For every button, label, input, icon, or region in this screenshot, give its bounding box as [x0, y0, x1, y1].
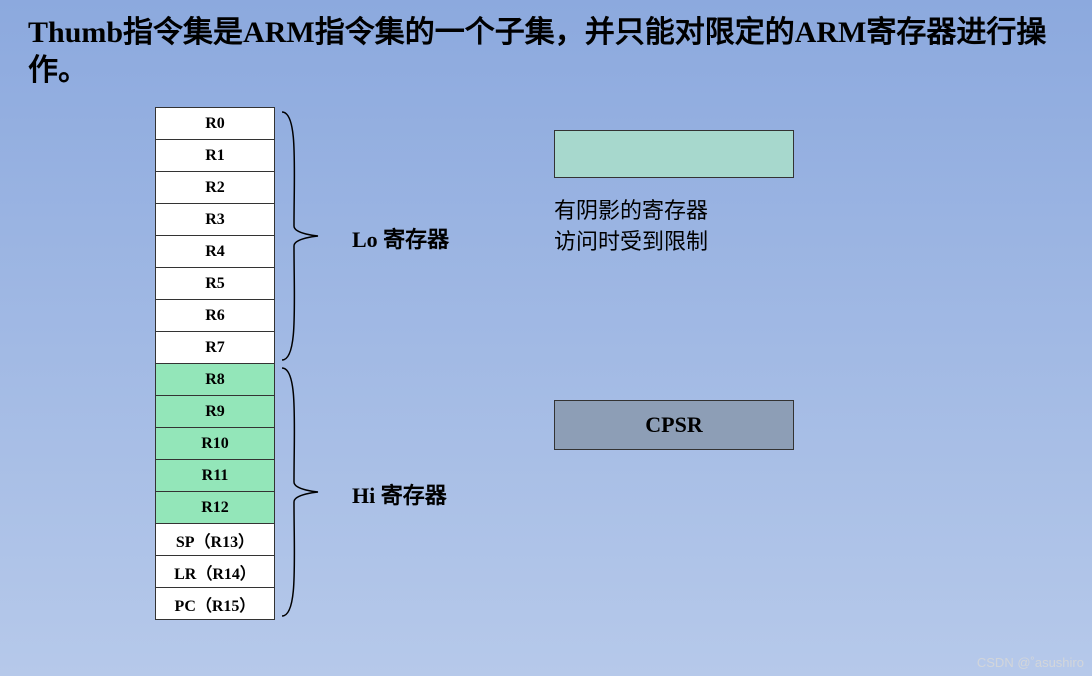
- register-cell: R2: [155, 171, 275, 204]
- brace-hi: [280, 364, 320, 620]
- register-cell: R11: [155, 459, 275, 492]
- register-cell: R7: [155, 331, 275, 364]
- watermark: CSDN @˚asushiro: [977, 655, 1084, 670]
- register-column: R0R1R2R3R4R5R6R7R8R9R10R11R12SP（R13）LR（R…: [155, 108, 275, 620]
- legend-line1: 有阴影的寄存器: [554, 196, 708, 227]
- register-cell: PC（R15）: [155, 587, 275, 620]
- hi-label: Hi 寄存器: [352, 478, 447, 510]
- legend-line2: 访问时受到限制: [554, 227, 708, 258]
- register-cell: R9: [155, 395, 275, 428]
- register-cell: R4: [155, 235, 275, 268]
- register-cell: SP（R13）: [155, 523, 275, 556]
- legend-text: 有阴影的寄存器 访问时受到限制: [554, 196, 708, 258]
- register-cell: R0: [155, 107, 275, 140]
- cpsr-box: CPSR: [554, 400, 794, 450]
- legend-swatch: [554, 130, 794, 178]
- register-cell: R12: [155, 491, 275, 524]
- register-cell: R8: [155, 363, 275, 396]
- register-cell: R3: [155, 203, 275, 236]
- cpsr-label: CPSR: [645, 412, 702, 438]
- register-cell: LR（R14）: [155, 555, 275, 588]
- register-cell: R1: [155, 139, 275, 172]
- register-cell: R5: [155, 267, 275, 300]
- register-cell: R6: [155, 299, 275, 332]
- register-cell: R10: [155, 427, 275, 460]
- brace-lo: [280, 108, 320, 364]
- slide: Thumb指令集是ARM指令集的一个子集，并只能对限定的ARM寄存器进行操作。 …: [0, 0, 1092, 676]
- slide-title: Thumb指令集是ARM指令集的一个子集，并只能对限定的ARM寄存器进行操作。: [28, 14, 1068, 89]
- lo-label: Lo 寄存器: [352, 222, 449, 254]
